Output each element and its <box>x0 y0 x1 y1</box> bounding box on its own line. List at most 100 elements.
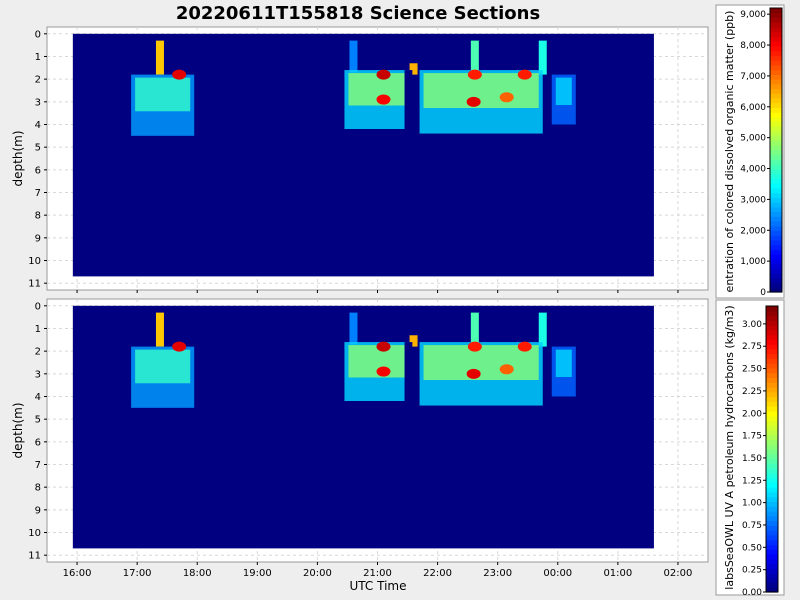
colorbar-step <box>770 230 782 236</box>
colorbar-step <box>766 339 778 345</box>
colorbar-step <box>766 387 778 393</box>
colorbar-tick-label: 1,000 <box>740 257 766 267</box>
colorbar-step <box>770 41 782 47</box>
y-tick-label: 4 <box>35 120 41 131</box>
patch-1-core <box>135 77 191 112</box>
gap <box>404 70 413 136</box>
colorbar-step <box>770 131 782 137</box>
colorbar-step <box>766 377 778 383</box>
colorbar-step <box>766 510 778 517</box>
y-tick-label: 5 <box>35 143 41 154</box>
colorbar-frame <box>769 7 783 293</box>
y-tick-label: 8 <box>35 483 41 494</box>
colorbar-tick-label: 2,000 <box>740 226 766 236</box>
colorbar-step <box>770 31 782 37</box>
colorbar-step <box>766 506 778 512</box>
hotspot-7 <box>517 341 532 352</box>
x-tick-label: 02:00 <box>664 568 693 579</box>
colorbar-step <box>770 159 782 165</box>
colorbar-step <box>766 482 778 488</box>
x-tick-label: 19:00 <box>243 568 272 579</box>
colorbar-step <box>766 353 778 360</box>
colorbar-step <box>766 372 778 379</box>
colorbar-label: labsSeaOWL UV A petroleum hydrocarbons (… <box>723 305 736 589</box>
x-tick-label: 01:00 <box>603 568 632 579</box>
colorbar-step <box>766 491 778 498</box>
colorbar-step <box>766 415 778 421</box>
colorbar-step <box>770 83 782 90</box>
colorbar-step <box>770 211 782 217</box>
colorbar-step <box>770 22 782 28</box>
colorbar-step <box>766 568 778 574</box>
surface-profile-2 <box>349 312 358 345</box>
colorbar-tick-label: 7,000 <box>740 72 766 82</box>
colorbar-step <box>766 472 778 479</box>
colorbar-step <box>770 145 782 151</box>
colorbar-step <box>770 116 782 123</box>
colorbar-step <box>766 577 778 584</box>
colorbar-step <box>770 64 782 71</box>
colorbar-step <box>770 225 782 232</box>
hotspot-1 <box>172 341 187 352</box>
colorbar-step <box>770 154 782 161</box>
colorbar-step <box>766 458 778 464</box>
colorbar-tick-label: 0.00 <box>742 588 762 598</box>
surface-profile-2 <box>349 40 358 73</box>
hotspot-4 <box>466 96 481 107</box>
colorbar-step <box>766 544 778 550</box>
colorbar-tick-label: 1.00 <box>742 499 762 509</box>
colorbar-step <box>766 344 778 350</box>
colorbar-step <box>766 391 778 398</box>
colorbar-step <box>766 563 778 569</box>
colorbar-step <box>766 434 778 441</box>
y-tick-label: 1 <box>35 52 41 63</box>
x-tick-label: 00:00 <box>543 568 572 579</box>
surface-profile-3 <box>409 63 418 75</box>
colorbar-step <box>770 168 782 175</box>
colorbar-step <box>766 449 778 455</box>
colorbar-step <box>766 496 778 503</box>
colorbar-step <box>770 258 782 265</box>
colorbar-step <box>766 549 778 555</box>
colorbar-step <box>766 530 778 536</box>
y-tick-label: 6 <box>35 165 41 176</box>
colorbar-step <box>770 268 782 274</box>
colorbar-step <box>770 150 782 156</box>
colorbar-step <box>766 444 778 450</box>
colorbar-step <box>766 358 778 364</box>
colorbar-tick-label: 8,000 <box>740 41 766 51</box>
colorbar-tick-label: 0.50 <box>742 543 762 553</box>
colorbar-step <box>766 572 778 579</box>
colorbar-step <box>770 187 782 194</box>
y-tick-label: 2 <box>35 75 41 86</box>
colorbar-step <box>766 382 778 388</box>
colorbar-step <box>770 183 782 189</box>
colorbar-step <box>770 102 782 108</box>
surface-profile-5 <box>538 312 547 347</box>
colorbar-step <box>770 121 782 127</box>
colorbar-step <box>766 420 778 426</box>
patch-4-core <box>555 349 572 378</box>
x-tick-label: 20:00 <box>303 568 332 579</box>
colorbar-step <box>766 558 778 564</box>
surface-profile-4 <box>470 40 479 75</box>
colorbar-step <box>766 367 778 374</box>
colorbar-step <box>766 477 778 483</box>
hotspot-3 <box>376 366 391 377</box>
y-tick-label: 3 <box>35 97 41 108</box>
patch-4-core <box>555 77 572 106</box>
colorbar-step <box>770 235 782 241</box>
colorbar-step <box>770 112 782 118</box>
colorbar-step <box>770 69 782 75</box>
colorbar-step <box>766 410 778 417</box>
colorbar-step <box>770 202 782 208</box>
colorbar-step <box>770 88 782 94</box>
y-tick-label: 4 <box>35 392 41 403</box>
colorbar-step <box>766 582 778 588</box>
colorbar-step <box>770 8 782 14</box>
colorbar-step <box>770 282 782 288</box>
colorbar-step <box>766 425 778 431</box>
colorbar-tick-label: 0.25 <box>742 566 762 576</box>
x-tick-label: 17:00 <box>123 568 152 579</box>
colorbar-step <box>770 140 782 146</box>
